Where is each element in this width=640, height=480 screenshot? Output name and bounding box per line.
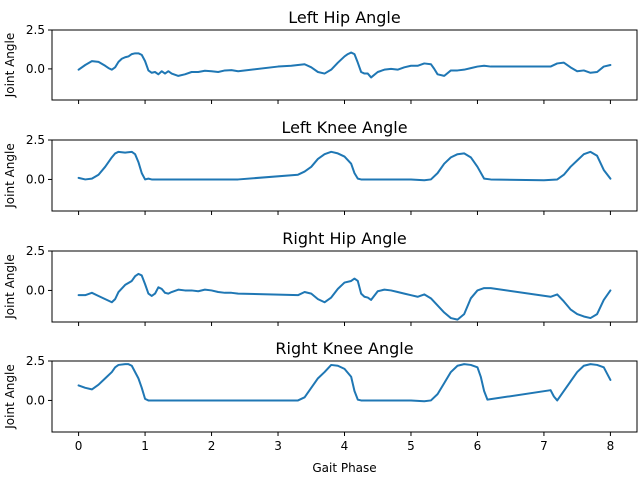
y-tick-label: 0.0 <box>26 283 45 297</box>
subplot-4: Right Knee Angle Joint Angle 0.0 2.5 0 1 2 3 4 5 6… <box>3 339 638 475</box>
y-tick-label: 2.5 <box>26 133 45 147</box>
x-tick-label: 0 <box>75 439 83 453</box>
plot-frame <box>51 250 638 323</box>
subplot-title: Right Knee Angle <box>275 339 413 358</box>
plot-frame <box>51 139 638 212</box>
y-tick-label: 0.0 <box>26 393 45 407</box>
x-tick-label: 1 <box>141 439 149 453</box>
x-tick-label: 3 <box>274 439 282 453</box>
y-tick-label: 0.0 <box>26 172 45 186</box>
y-axis-label: Joint Angle <box>3 364 17 430</box>
y-axis-label: Joint Angle <box>3 254 17 320</box>
x-tick-label: 4 <box>341 439 349 453</box>
series-line <box>77 363 612 403</box>
subplot-3: Right Hip Angle Joint Angle 0.0 2.5 <box>3 229 638 326</box>
subplot-title: Right Hip Angle <box>282 229 406 248</box>
x-tick-label: 2 <box>208 439 216 453</box>
series-line <box>77 51 612 79</box>
plot-frame <box>51 360 638 433</box>
x-tick-label: 8 <box>607 439 615 453</box>
subplot-2: Left Knee Angle Joint Angle 0.0 2.5 <box>3 118 638 215</box>
x-tick-label: 6 <box>474 439 482 453</box>
series-line <box>77 150 612 182</box>
y-tick-label: 2.5 <box>26 23 45 37</box>
y-tick-label: 2.5 <box>26 354 45 368</box>
y-tick-label: 0.0 <box>26 62 45 76</box>
subplot-1: Left Hip Angle Joint Angle 0.0 2.5 <box>3 8 638 104</box>
x-tick-label: 5 <box>407 439 415 453</box>
plot-frame <box>51 29 638 101</box>
y-axis-label: Joint Angle <box>3 33 17 99</box>
subplot-title: Left Knee Angle <box>281 118 407 137</box>
y-tick-label: 2.5 <box>26 244 45 258</box>
series-line <box>77 272 612 321</box>
y-axis-label: Joint Angle <box>3 143 17 209</box>
x-tick-label: 7 <box>540 439 548 453</box>
x-axis-label: Gait Phase <box>312 461 376 475</box>
subplot-title: Left Hip Angle <box>288 8 400 27</box>
